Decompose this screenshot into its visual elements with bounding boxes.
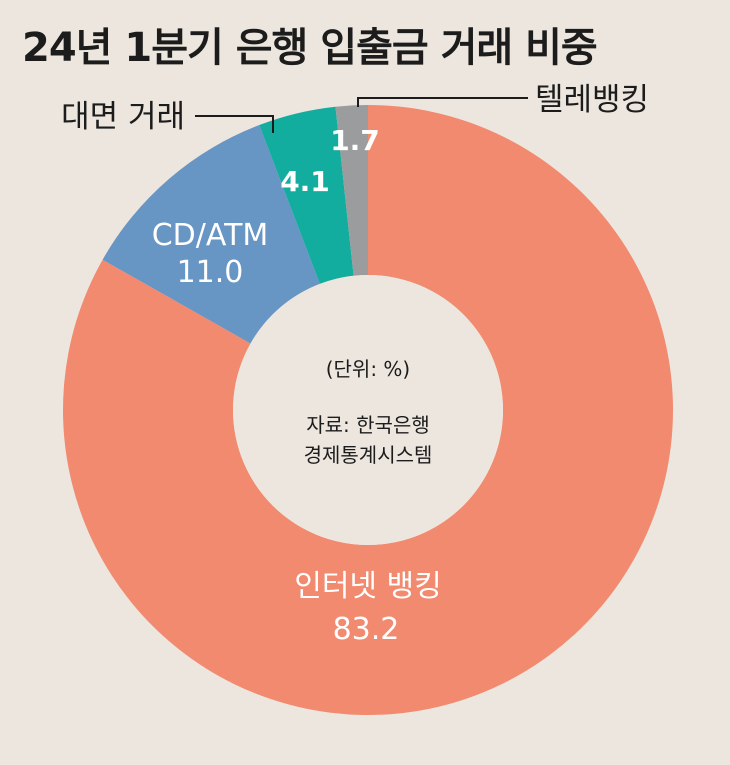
slice-face-to-face <box>259 106 354 284</box>
value-label-internet-banking: 83.2 <box>333 612 400 647</box>
value-label-cd-atm: 11.0 <box>177 255 244 290</box>
source-line-1: 자료: 한국은행 <box>306 413 430 437</box>
chart-title: 24년 1분기 은행 입출금 거래 비중 <box>22 25 598 71</box>
donut-slices <box>62 105 674 716</box>
leader-lines <box>195 97 528 133</box>
donut-hole <box>233 275 503 545</box>
leader-line-face-to-face <box>195 115 274 133</box>
value-label-face-to-face: 4.1 <box>280 165 330 198</box>
unit-note: (단위: %) <box>326 357 411 381</box>
slice-telebanking <box>335 105 368 276</box>
value-label-telebanking: 1.7 <box>330 124 380 157</box>
label-face-to-face: 대면 거래 <box>61 99 185 135</box>
label-internet-banking: 인터넷 뱅킹 <box>294 569 442 604</box>
slice-cd-atm <box>102 125 320 344</box>
source-line-2: 경제통계시스템 <box>304 443 433 467</box>
label-telebanking: 텔레뱅킹 <box>535 82 649 118</box>
slice-internet-banking <box>62 105 674 716</box>
leader-line-telebanking <box>357 97 528 107</box>
label-cd-atm: CD/ATM <box>152 218 269 253</box>
